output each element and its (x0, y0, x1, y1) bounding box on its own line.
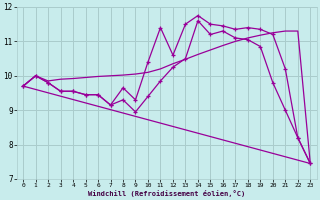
X-axis label: Windchill (Refroidissement éolien,°C): Windchill (Refroidissement éolien,°C) (88, 190, 245, 197)
